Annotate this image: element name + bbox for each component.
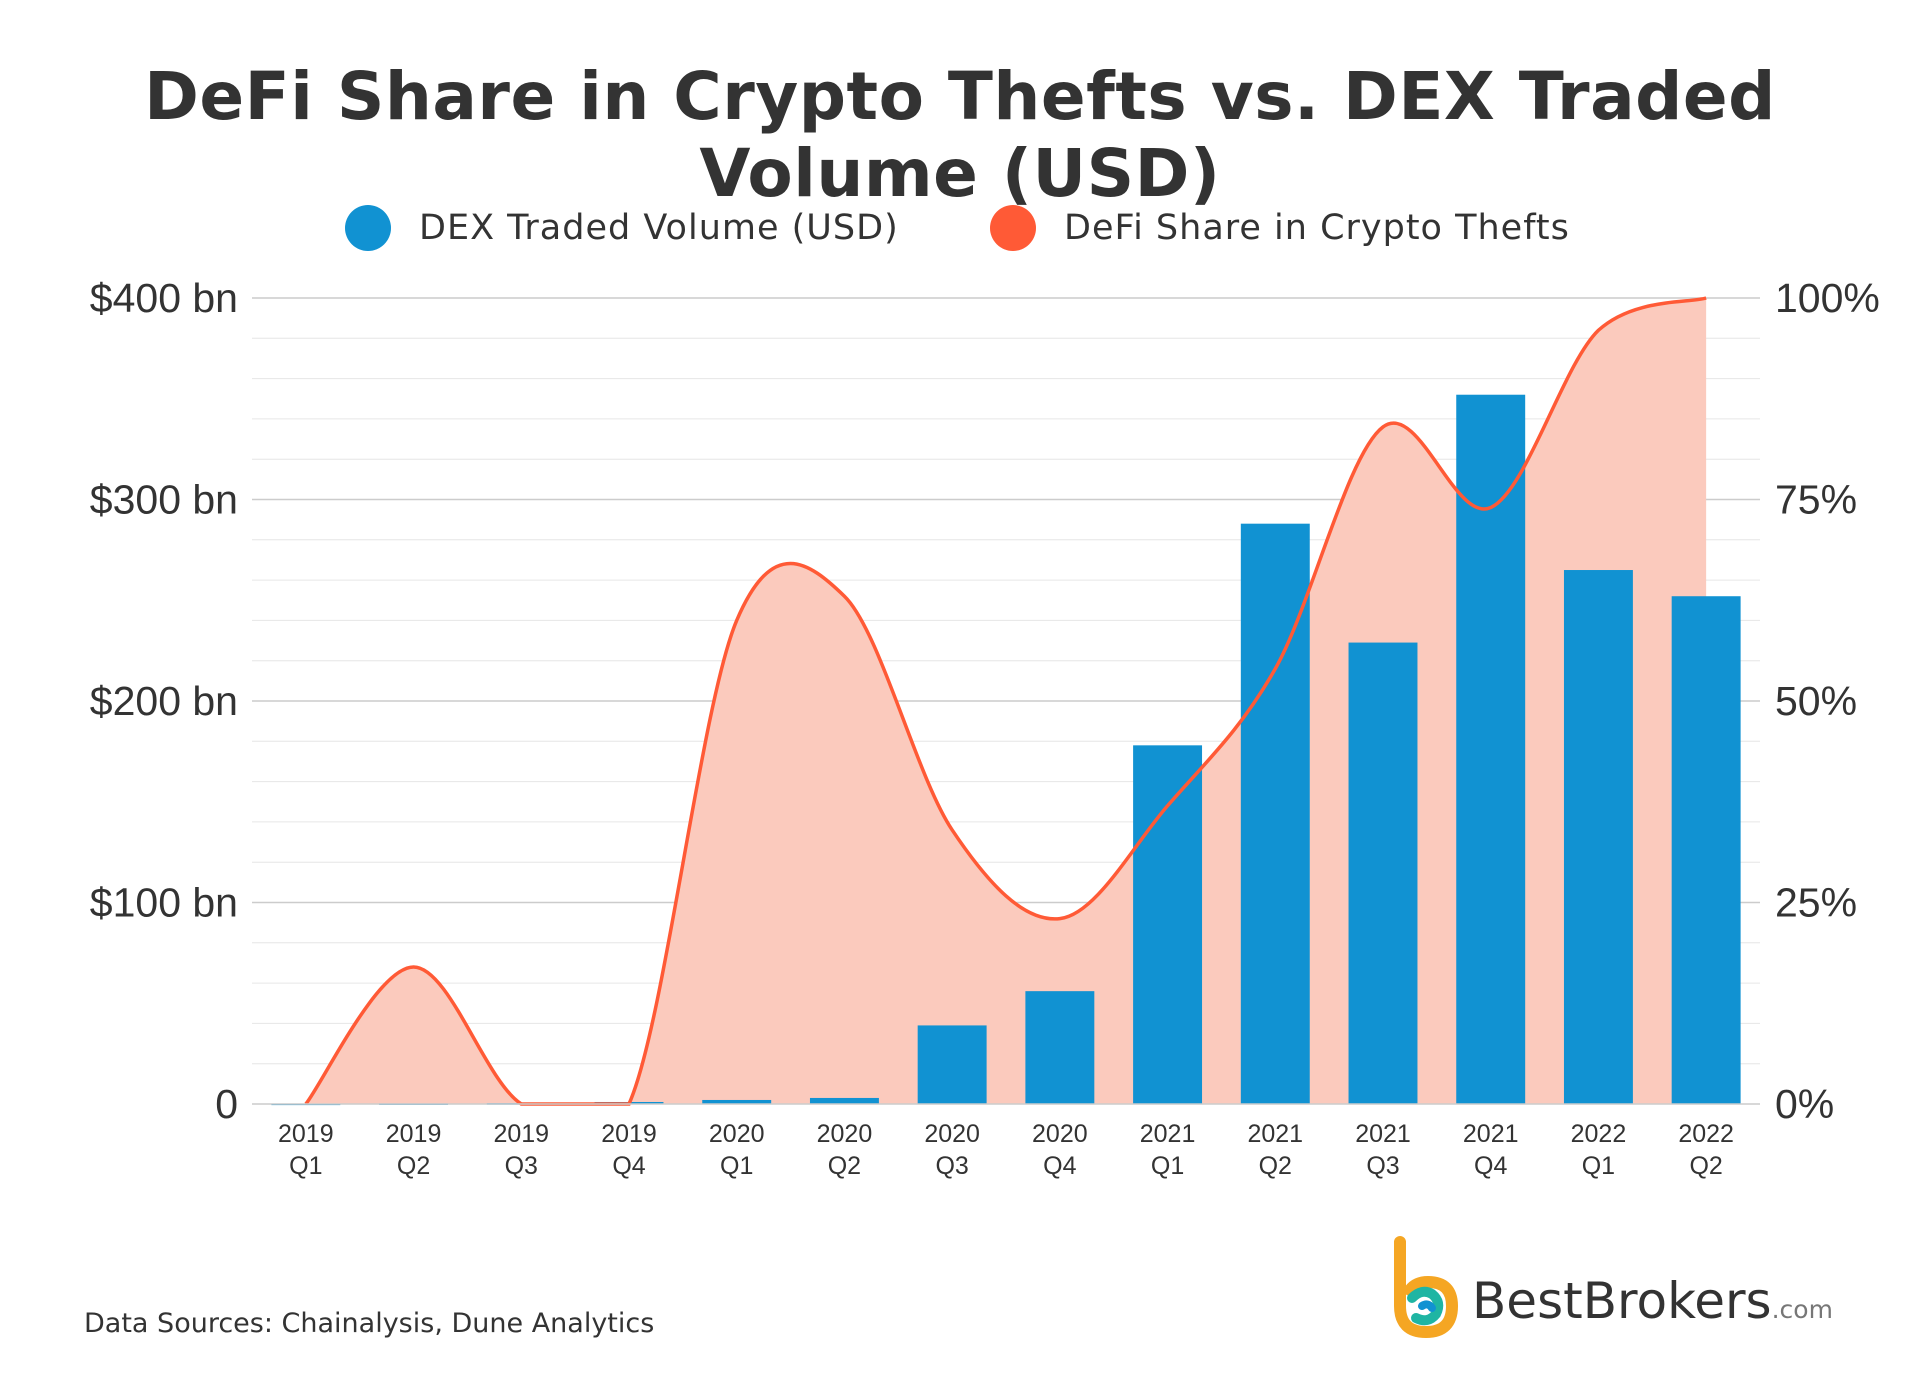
x-tick-label: Q2 <box>1259 1152 1292 1180</box>
bars <box>271 394 1741 1106</box>
bar-2021-q4 <box>1456 394 1526 1105</box>
legend-swatch-line <box>990 205 1036 251</box>
bar-2020-q2 <box>809 1097 879 1104</box>
x-tick-label: Q3 <box>1366 1152 1399 1180</box>
legend-label-defi-share: DeFi Share in Crypto Thefts <box>1064 208 1570 248</box>
brand-name-text: BestBrokers <box>1472 1272 1772 1330</box>
x-tick-label: Q4 <box>1043 1152 1076 1180</box>
bar-2021-q3 <box>1348 642 1418 1104</box>
legend-item-dex-volume: DEX Traded Volume (USD) <box>345 205 899 251</box>
x-tick-label: Q1 <box>289 1152 322 1180</box>
x-tick-label: 2020 <box>1032 1120 1088 1148</box>
data-source-note: Data Sources: Chainalysis, Dune Analytic… <box>84 1308 655 1339</box>
y-left-tick-label: $300 bn <box>90 477 238 523</box>
x-tick-label: 2019 <box>601 1120 657 1148</box>
x-tick-label: Q4 <box>1474 1152 1507 1180</box>
x-tick-label: 2019 <box>278 1120 334 1148</box>
bar-2020-q4 <box>1025 991 1095 1104</box>
x-tick-label: 2021 <box>1463 1120 1519 1148</box>
x-tick-label: Q4 <box>612 1152 645 1180</box>
x-tick-label: Q2 <box>828 1152 861 1180</box>
brand-name: BestBrokers.com <box>1472 1272 1833 1330</box>
y-right-tick-label: 75% <box>1775 477 1857 523</box>
y-left-tick-label: 0 <box>215 1081 238 1127</box>
legend-swatch-bar <box>345 205 391 251</box>
bar-2020-q1 <box>702 1099 772 1104</box>
x-tick-label: 2020 <box>817 1120 873 1148</box>
x-tick-label: 2020 <box>709 1120 765 1148</box>
y-right-tick-label: 25% <box>1775 880 1857 926</box>
bar-2022-q1 <box>1563 570 1633 1104</box>
x-tick-label: Q2 <box>397 1152 430 1180</box>
x-tick-label: Q2 <box>1689 1152 1722 1180</box>
x-tick-label: 2020 <box>924 1120 980 1148</box>
y-right-tick-label: 0% <box>1775 1081 1834 1127</box>
y-right-tick-label: 100% <box>1775 275 1880 321</box>
x-tick-label: 2021 <box>1140 1120 1196 1148</box>
x-tick-label: 2019 <box>386 1120 442 1148</box>
x-tick-label: 2019 <box>493 1120 549 1148</box>
x-tick-label: 2021 <box>1247 1120 1303 1148</box>
chart-plot: 0 $100 bn $200 bn $300 bn $400 bn 0% 25% 50% 75%… <box>90 275 1880 1180</box>
x-tick-label: Q1 <box>720 1152 753 1180</box>
bar-2020-q3 <box>917 1025 987 1104</box>
x-tick-label: 2022 <box>1571 1120 1627 1148</box>
legend-label-dex-volume: DEX Traded Volume (USD) <box>419 208 899 248</box>
x-tick-label: 2022 <box>1678 1120 1734 1148</box>
x-tick-label: Q3 <box>935 1152 968 1180</box>
x-tick-label: Q3 <box>505 1152 538 1180</box>
legend-item-defi-share: DeFi Share in Crypto Thefts <box>990 205 1570 251</box>
x-tick-label: Q1 <box>1151 1152 1184 1180</box>
brand-suffix: .com <box>1771 1295 1833 1324</box>
legend: DEX Traded Volume (USD) DeFi Share in Cr… <box>0 205 1920 265</box>
chart-title: DeFi Share in Crypto Thefts vs. DEX Trad… <box>144 58 1776 212</box>
y-left-tick-label: $100 bn <box>90 880 238 926</box>
x-tick-label: 2021 <box>1355 1120 1411 1148</box>
y-left-tick-label: $200 bn <box>90 678 238 724</box>
x-tick-label: Q1 <box>1582 1152 1615 1180</box>
y-right-tick-label: 50% <box>1775 678 1857 724</box>
y-left-tick-label: $400 bn <box>90 275 238 321</box>
bar-2021-q1 <box>1133 745 1203 1104</box>
bar-2022-q2 <box>1671 596 1741 1104</box>
brand-logo: BestBrokers.com <box>1382 1236 1852 1341</box>
bestbrokers-logo-icon <box>1394 1236 1459 1339</box>
